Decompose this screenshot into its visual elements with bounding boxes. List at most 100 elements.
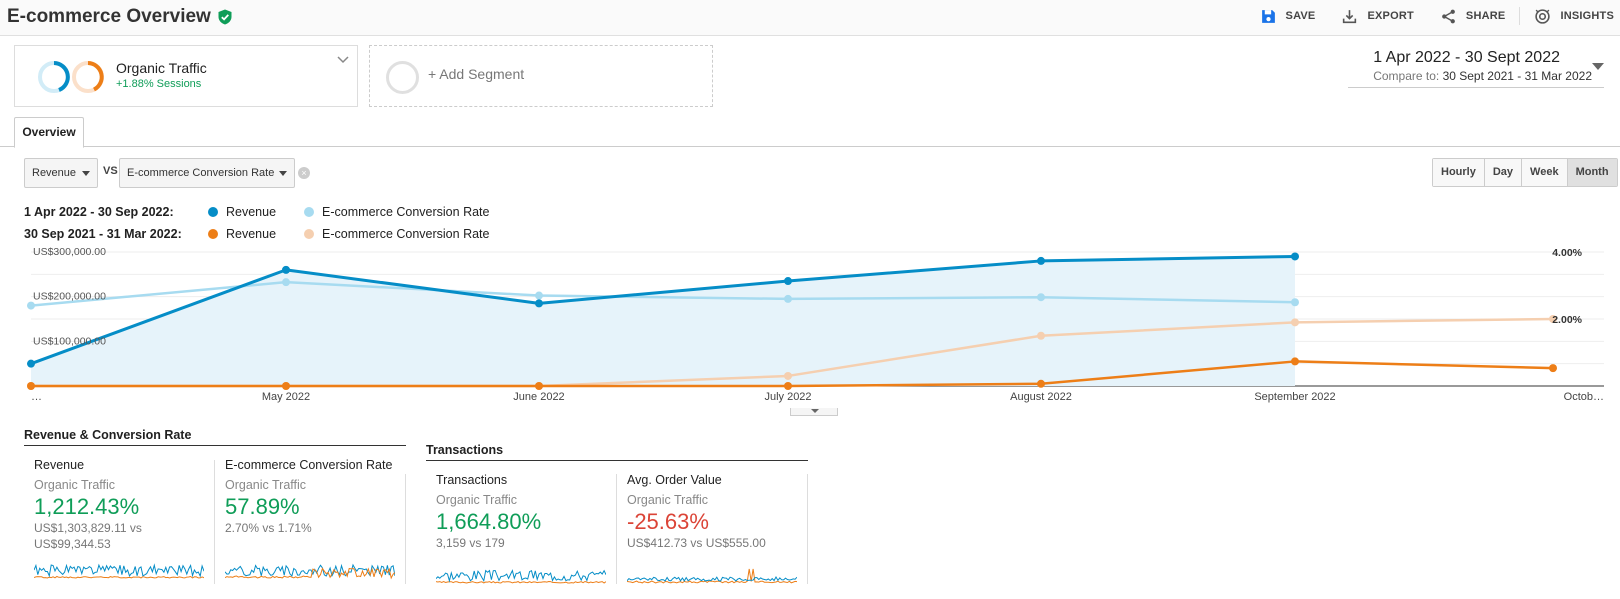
compare-prefix: Compare to:: [1373, 69, 1440, 83]
save-icon: [1261, 9, 1275, 23]
granularity-toggle: Hourly Day Week Month: [1432, 158, 1618, 187]
data-point: [27, 359, 35, 368]
scorecard-name: Avg. Order Value: [627, 473, 722, 487]
scorecard-compare: US$1,303,829.11 vs: [34, 521, 142, 535]
scorecard-divider: [807, 474, 808, 584]
segment-name: Organic Traffic: [116, 60, 207, 76]
group-title-revenue: Revenue & Conversion Rate: [24, 428, 406, 446]
x-axis-tick: August 2022: [1010, 391, 1072, 403]
date-range-caret-icon[interactable]: [1592, 63, 1604, 70]
chevron-down-icon[interactable]: [337, 56, 349, 64]
tab-bar: Overview: [0, 117, 1620, 148]
tab-overview[interactable]: Overview: [14, 117, 84, 148]
granularity-hourly[interactable]: Hourly: [1433, 159, 1485, 186]
legend-swatch: [304, 207, 315, 217]
scorecard-divider: [616, 474, 617, 584]
metric1-value: Revenue: [32, 167, 77, 179]
scorecard-value: 57.89%: [225, 494, 300, 519]
share-button[interactable]: SHARE: [1440, 8, 1506, 25]
legend-swatch: [304, 229, 315, 239]
x-axis-tick: September 2022: [1254, 391, 1335, 403]
top-bar: E-commerce Overview SAVE EXPORT SHARE IN…: [0, 0, 1620, 36]
legend-item[interactable]: Revenue: [208, 205, 276, 219]
metric1-caret-icon: [82, 171, 90, 176]
scorecard-revenue[interactable]: Revenue Organic Traffic 1,212.43% US$1,3…: [34, 458, 224, 580]
data-point: [1037, 256, 1045, 265]
scorecard-divider: [405, 474, 406, 584]
data-point: [1291, 318, 1299, 327]
insights-button[interactable]: INSIGHTS: [1534, 8, 1614, 25]
data-point: [1037, 293, 1045, 302]
scorecard-segment: Organic Traffic: [627, 493, 709, 507]
save-label: SAVE: [1285, 10, 1316, 22]
scorecard-avg-order-value[interactable]: Avg. Order Value Organic Traffic -25.63%…: [627, 473, 817, 585]
add-segment-circle-icon: [386, 61, 419, 94]
scorecard-value: -25.63%: [627, 509, 709, 534]
x-axis-tick: …: [31, 391, 42, 403]
legend-item[interactable]: E-commerce Conversion Rate: [304, 205, 489, 219]
scorecard-transactions[interactable]: Transactions Organic Traffic 1,664.80% 3…: [436, 473, 626, 585]
vs-label: VS: [103, 165, 118, 177]
sparkline-previous: [627, 568, 797, 584]
share-icon: [1442, 9, 1455, 23]
metric2-select[interactable]: E-commerce Conversion Rate: [119, 158, 295, 188]
granularity-month[interactable]: Month: [1567, 159, 1617, 186]
data-point: [784, 371, 792, 380]
scorecard-name: E-commerce Conversion Rate: [225, 458, 393, 472]
compare-range: 30 Sept 2021 - 31 Mar 2022: [1442, 69, 1592, 83]
share-label: SHARE: [1465, 10, 1506, 22]
legend-label: E-commerce Conversion Rate: [322, 227, 490, 241]
y-axis-right-tick: 2.00%: [1552, 314, 1582, 326]
metric1-select[interactable]: Revenue: [24, 158, 98, 188]
save-button[interactable]: SAVE: [1260, 8, 1316, 25]
insights-icon: [1535, 8, 1551, 24]
page-title: E-commerce Overview: [7, 6, 211, 27]
data-point: [27, 382, 35, 390]
legend-item[interactable]: E-commerce Conversion Rate: [304, 227, 489, 241]
data-point: [535, 382, 543, 390]
scorecard-value: 1,212.43%: [34, 494, 140, 519]
chart-collapse-handle[interactable]: [790, 408, 838, 416]
legend-label: E-commerce Conversion Rate: [322, 205, 490, 219]
collapse-caret-icon: [811, 409, 819, 413]
data-point: [27, 301, 35, 310]
data-point: [535, 291, 543, 300]
scorecard-name: Revenue: [34, 458, 85, 472]
granularity-day[interactable]: Day: [1484, 159, 1523, 186]
scorecard-compare: US$412.73 vs US$555.00: [627, 536, 766, 550]
metric2-caret-icon: [279, 171, 287, 176]
legend-swatch: [208, 207, 218, 217]
scorecard-sparkline: [225, 563, 395, 580]
legend-range-current: 1 Apr 2022 - 30 Sep 2022:: [24, 205, 174, 219]
legend-swatch: [208, 229, 218, 239]
data-point: [1549, 315, 1557, 323]
data-point: [1291, 252, 1299, 261]
scorecard-sparkline: [436, 569, 606, 584]
date-range-compare: Compare to: 30 Sept 2021 - 31 Mar 2022: [1373, 69, 1592, 83]
sparkline-previous: [34, 575, 204, 579]
date-range-picker[interactable]: 1 Apr 2022 - 30 Sept 2022 Compare to: 30…: [1373, 49, 1592, 83]
x-axis-tick: Octob…: [1564, 391, 1604, 403]
export-button[interactable]: EXPORT: [1341, 8, 1414, 25]
scorecard-compare: US$99,344.53: [34, 537, 111, 551]
segment-rings-icon: [38, 61, 104, 93]
scorecard-sparkline: [627, 568, 797, 584]
segment-card-organic[interactable]: Organic Traffic +1.88% Sessions: [14, 45, 358, 107]
data-point: [784, 277, 792, 286]
granularity-week[interactable]: Week: [1522, 159, 1568, 186]
sparkline-current: [627, 575, 797, 582]
data-point: [1037, 331, 1045, 340]
add-segment-button[interactable]: + Add Segment: [369, 45, 713, 107]
scorecard-segment: Organic Traffic: [34, 478, 116, 492]
revenue-conversion-chart[interactable]: US$300,000.00 US$200,000.00 US$100,000.00 4…: [24, 246, 1606, 414]
y-axis-left-tick: US$100,000.00: [33, 335, 106, 347]
scorecard-name: Transactions: [436, 473, 508, 487]
page-title-wrap: E-commerce Overview: [7, 6, 233, 28]
verified-shield-icon: [218, 9, 232, 25]
legend-item[interactable]: Revenue: [208, 227, 276, 241]
legend-label: Revenue: [226, 227, 277, 241]
scorecard-conversion-rate[interactable]: E-commerce Conversion Rate Organic Traff…: [225, 458, 415, 580]
clear-metric-icon[interactable]: ×: [298, 167, 310, 179]
date-range-underline: [1348, 87, 1604, 88]
sparkline-current: [436, 569, 606, 583]
